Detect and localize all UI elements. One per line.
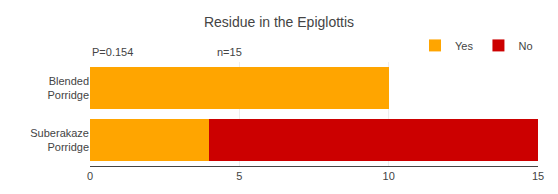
svg-text:0: 0 (87, 170, 93, 182)
svg-text:Residue in the Epiglottis: Residue in the Epiglottis (204, 14, 354, 30)
svg-text:Yes: Yes (455, 40, 473, 52)
svg-text:BlendedPorridge: BlendedPorridge (47, 75, 89, 101)
svg-text:15: 15 (532, 170, 544, 182)
svg-text:P=0.154: P=0.154 (92, 46, 133, 58)
svg-text:No: No (518, 40, 532, 52)
svg-text:SuberakazePorridge: SuberakazePorridge (30, 127, 89, 153)
svg-text:n=15: n=15 (217, 46, 242, 58)
svg-text:10: 10 (383, 170, 395, 182)
svg-text:5: 5 (236, 170, 242, 182)
